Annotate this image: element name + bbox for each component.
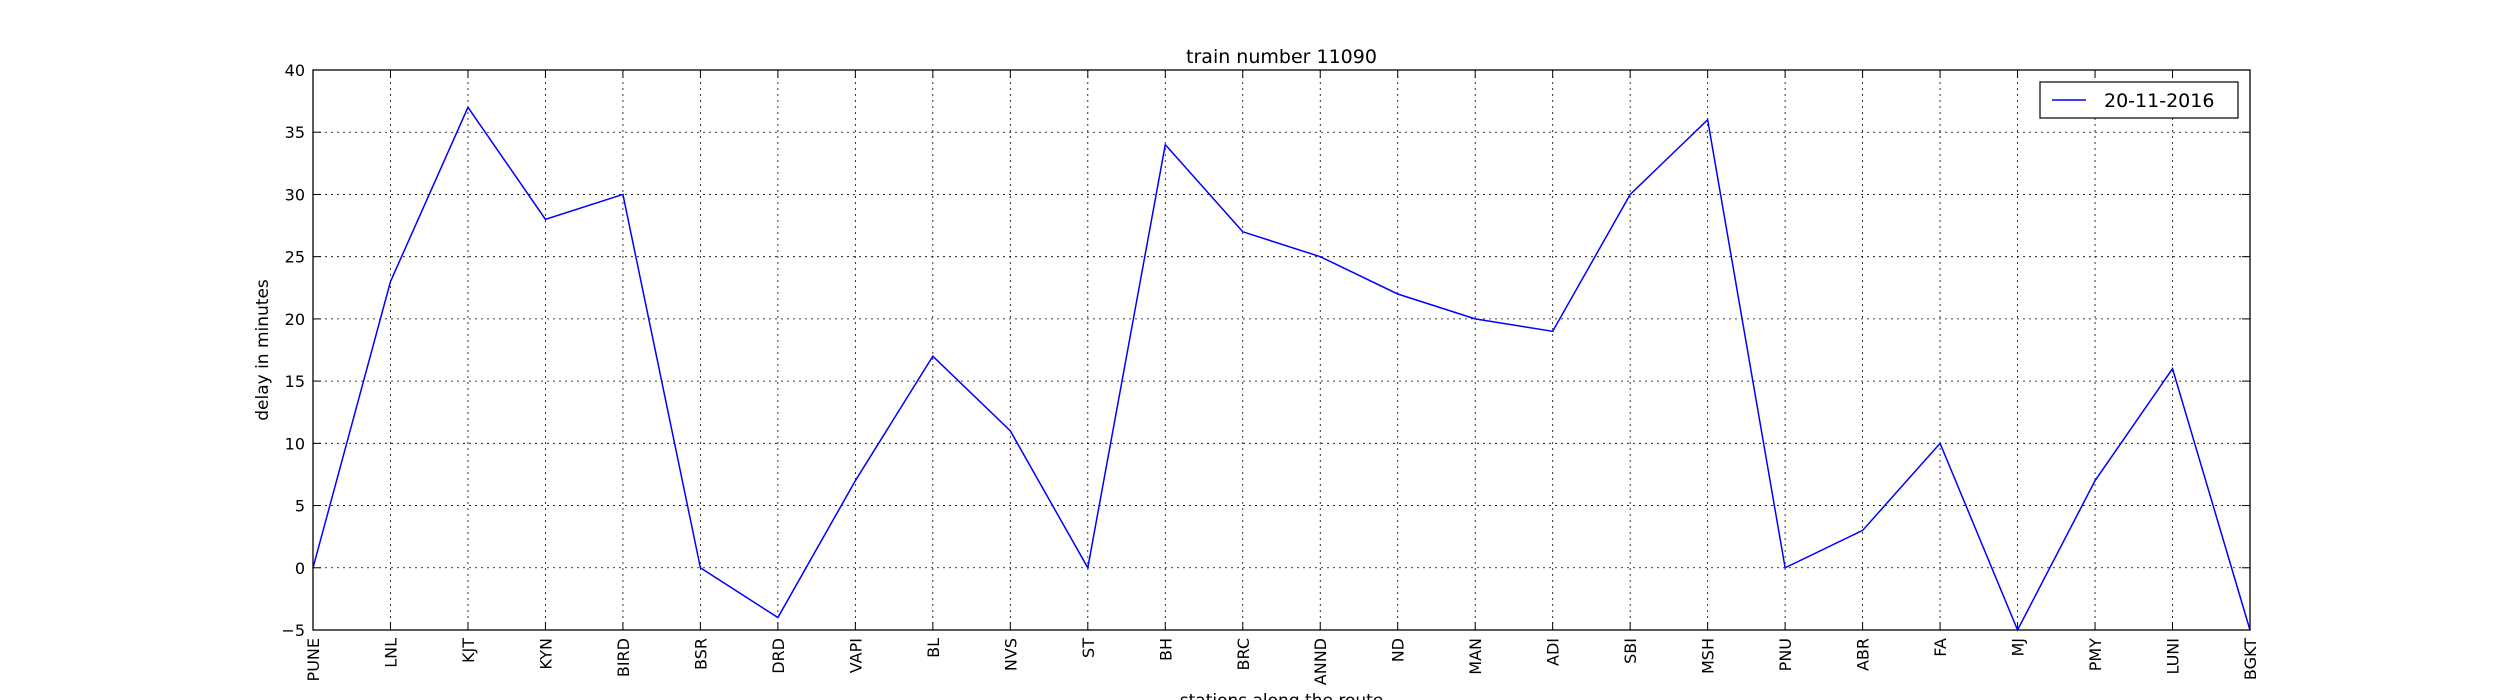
x-tick-label: SBI xyxy=(1621,638,1640,664)
plot-frame xyxy=(312,69,2251,631)
x-tick-label: BH xyxy=(1156,638,1175,661)
x-tick-label: KJT xyxy=(459,638,478,663)
x-tick-label: PMY xyxy=(2086,638,2105,671)
x-tick-label: ND xyxy=(1389,638,1408,662)
x-tick-label: LNL xyxy=(381,638,400,668)
x-tick-label: MJ xyxy=(2009,638,2028,657)
series-line-20-11-2016 xyxy=(312,105,2251,632)
chart-title: train number 11090 xyxy=(1186,46,1377,68)
y-tick-label: 15 xyxy=(285,372,305,391)
x-tick-label: NVS xyxy=(1001,638,1020,671)
tick-labels: PUNE LNL KJT KYN BIRD BSR DRD VAPI BL NVS ST BH BRC A… xyxy=(281,61,2260,685)
x-tick-label: BIRD xyxy=(614,638,633,677)
x-tick-label: DRD xyxy=(769,638,788,674)
x-tick-label: MSH xyxy=(1699,638,1718,674)
x-tick-label: BGKT xyxy=(2241,638,2260,680)
y-axis-label: delay in minutes xyxy=(253,279,273,421)
y-tick-label: 40 xyxy=(285,61,305,80)
x-tick-label: ADI xyxy=(1544,638,1563,666)
y-tick-label: 30 xyxy=(285,185,305,204)
grid xyxy=(312,69,2251,631)
x-tick-label: VAPI xyxy=(846,638,865,673)
x-tick-label: PUNE xyxy=(304,638,323,681)
legend-label: 20-11-2016 xyxy=(2104,90,2214,112)
x-tick-label: ANND xyxy=(1311,638,1330,685)
y-tick-label: 20 xyxy=(285,310,305,329)
x-tick-label: FA xyxy=(1931,638,1950,657)
y-tick-label: 0 xyxy=(295,559,305,578)
legend: 20-11-2016 xyxy=(2039,81,2239,119)
x-tick-label: PNU xyxy=(1776,638,1795,671)
y-tick-label: 25 xyxy=(285,248,305,267)
y-tick-label: 10 xyxy=(285,434,305,453)
y-tick-label: 35 xyxy=(285,123,305,142)
x-axis-label: stations along the route xyxy=(1180,691,1384,700)
x-tick-label: BSR xyxy=(691,638,710,670)
x-tick-label: MAN xyxy=(1466,638,1485,675)
x-tick-label: ST xyxy=(1079,638,1098,658)
x-tick-label: BRC xyxy=(1234,638,1253,670)
y-tick-label: −5 xyxy=(281,621,305,640)
x-tick-label: BL xyxy=(924,638,943,658)
x-tick-label: LUNI xyxy=(2164,638,2183,675)
x-tick-label: ABR xyxy=(1854,638,1873,671)
axis-ticks xyxy=(312,69,2251,631)
y-tick-label: 5 xyxy=(295,497,305,516)
x-tick-label: KYN xyxy=(536,638,555,670)
